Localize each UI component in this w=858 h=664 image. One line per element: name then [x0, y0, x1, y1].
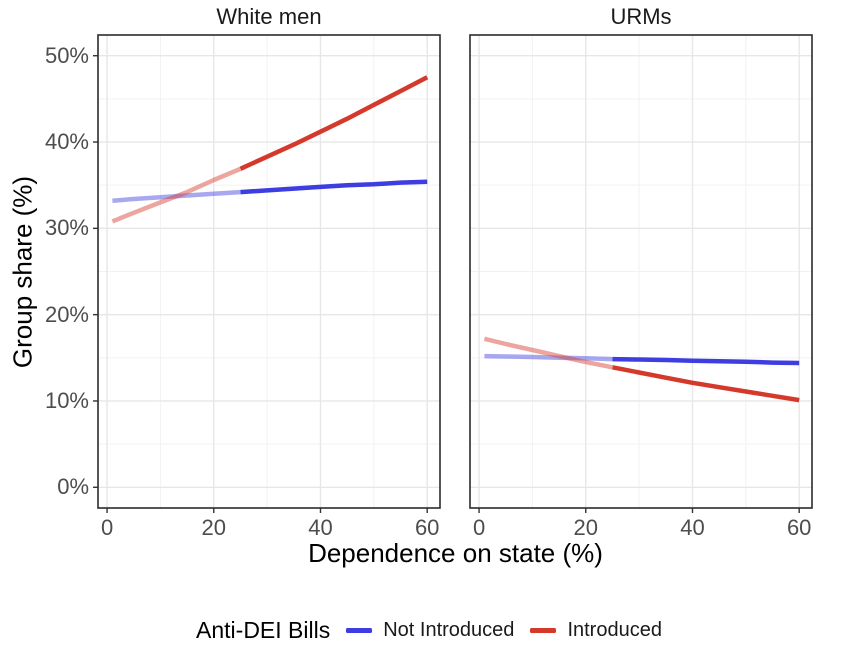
x-tick-label: 20	[573, 515, 598, 540]
series-line-introduced-faded	[111, 166, 242, 224]
x-axis-title: Dependence on state (%)	[308, 538, 603, 568]
x-tick-label: 40	[680, 515, 705, 540]
series-line-not-introduced-faded	[112, 189, 241, 203]
y-tick-label: 10%	[44, 387, 89, 413]
legend-item-not-introduced: Not Introduced	[346, 619, 514, 642]
x-tick-label: 0	[100, 515, 114, 540]
x-tick-label: 40	[308, 515, 333, 540]
series-line-introduced-faded	[483, 336, 613, 370]
y-tick-label: 20%	[44, 301, 89, 327]
facet-title-urms: URMs	[610, 4, 672, 29]
y-tick-label: 0%	[57, 474, 89, 500]
series-line-not-introduced-solid	[612, 356, 800, 366]
panel-border	[469, 34, 813, 509]
x-tick-label: 0	[472, 515, 486, 540]
series-line-not-introduced-solid	[240, 179, 428, 195]
series-line-introduced-solid	[239, 75, 429, 171]
series-line-introduced-solid	[612, 365, 800, 403]
panel-border	[97, 34, 441, 509]
legend-line-swatch-not-introduced-icon	[346, 627, 373, 633]
legend-label-not-introduced: Not Introduced	[383, 618, 515, 641]
legend-line-swatch-introduced-icon	[530, 627, 557, 633]
x-tick-label: 60	[414, 515, 440, 540]
legend-item-introduced: Introduced	[530, 619, 662, 642]
series-line-not-introduced-faded	[484, 353, 613, 362]
legend-title: Anti-DEI Bills	[196, 616, 331, 643]
facet-title-white-men: White men	[216, 4, 322, 29]
legend: Anti-DEI Bills Not Introduced Introduced	[0, 613, 858, 647]
y-tick-label: 40%	[44, 129, 89, 155]
x-tick-label: 20	[201, 515, 226, 540]
y-tick-label: 30%	[44, 215, 89, 241]
y-tick-label: 50%	[44, 42, 89, 68]
x-tick-label: 60	[786, 515, 812, 540]
legend-label-introduced: Introduced	[567, 618, 662, 641]
y-axis-title: Group share (%)	[7, 175, 38, 369]
